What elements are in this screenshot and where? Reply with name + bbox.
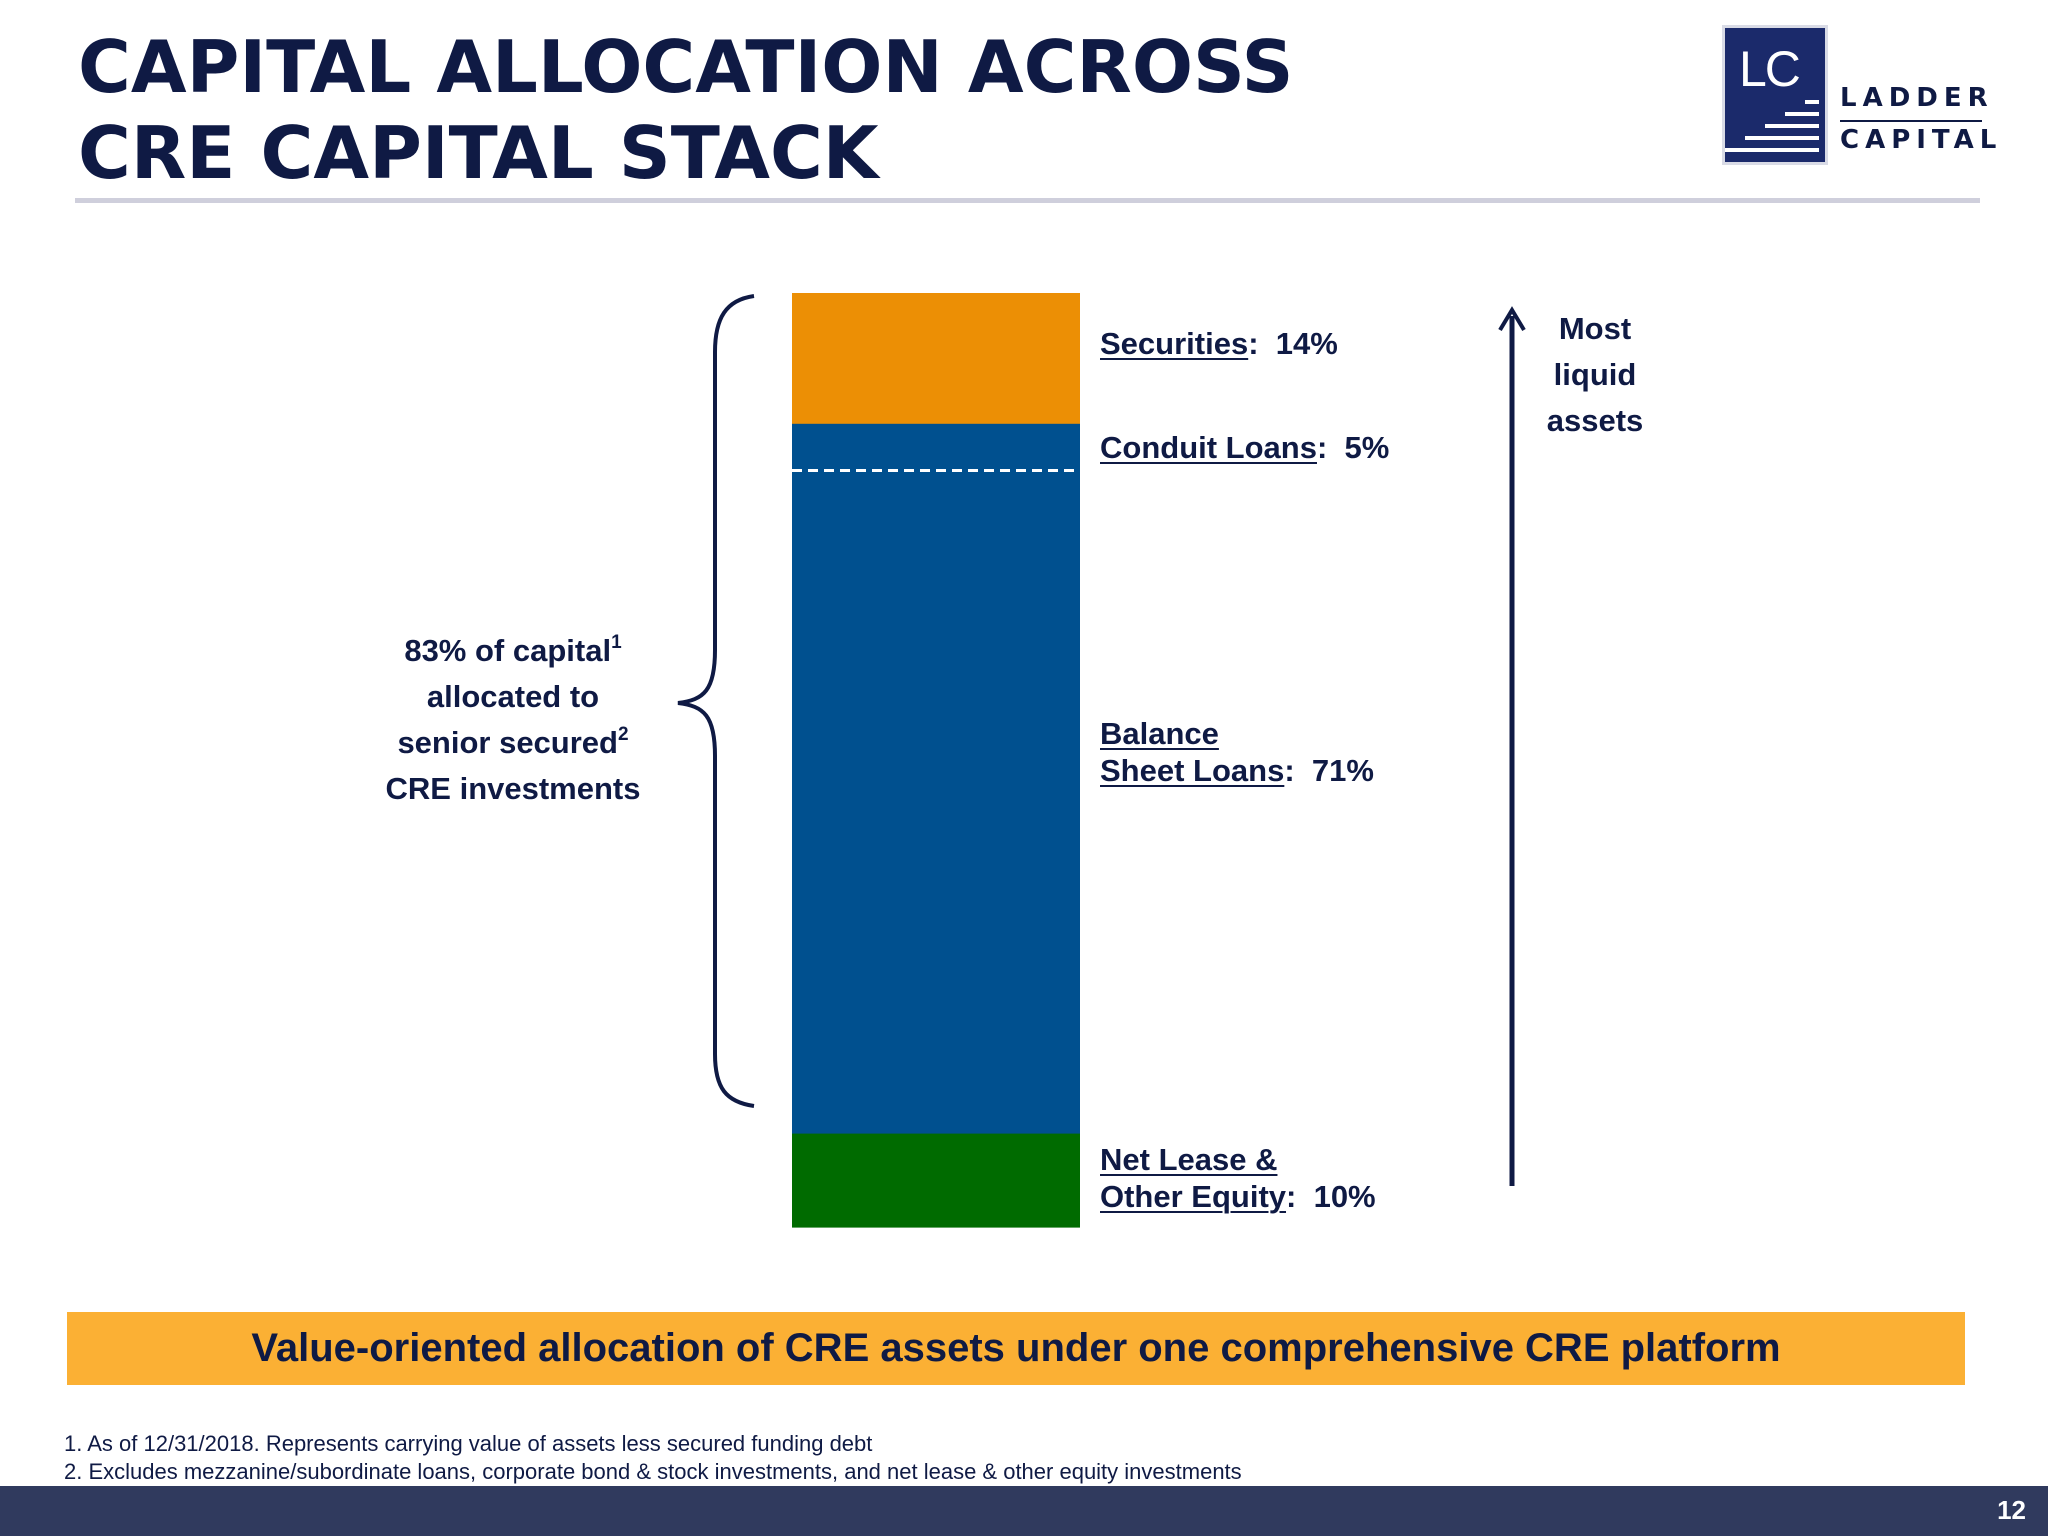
logo-step-1 [1805,100,1819,104]
liquidity-arrow-head [1498,306,1526,332]
logo-step-3 [1765,124,1819,128]
logo-mark: LC [1722,25,1828,165]
balance-sheet-loans-label-name: Balance [1100,716,1219,751]
liquid-label-line-2: liquid [1553,357,1637,392]
net-lease-value: 10% [1313,1179,1376,1214]
logo-mark-text: LC [1739,41,1801,97]
logo-step-5 [1725,148,1819,152]
most-liquid-assets-label: Most liquid assets [1540,306,1650,444]
logo-text-ladder: LADDER [1840,83,1994,113]
logo-step-4 [1745,136,1819,140]
conduit-loans-label-name: Conduit Loans [1100,430,1317,465]
summary-banner: Value-oriented allocation of CRE assets … [67,1312,1965,1385]
footnote-ref-2: 2 [617,724,629,745]
footnote-2: 2. Excludes mezzanine/subordinate loans,… [64,1459,1242,1484]
page-title: CAPITAL ALLOCATION ACROSS CRE CAPITAL ST… [78,25,1294,195]
net-lease-label-name: Net Lease & [1100,1142,1278,1177]
balance-sheet-loans-label-colon: : [1284,753,1312,788]
balance-sheet-loans-value: 71% [1311,753,1374,788]
securities-label-name: Securities [1100,326,1249,361]
securities-label-colon: : [1248,326,1276,361]
annotation-line-2: allocated to [426,679,600,714]
conduit-loans-label-colon: : [1316,430,1345,465]
annotation-line-1: 83% of capital1 [358,628,668,674]
annotation-line-1-text: 83% of capital [404,633,612,668]
footnote-ref-1: 1 [611,632,622,653]
footnotes: 1. As of 12/31/2018. Represents carrying… [64,1430,1242,1486]
balance-sheet-loans-label-name-2: Sheet Loans [1100,753,1285,788]
senior-secured-annotation: 83% of capital1 allocated to senior secu… [358,628,668,812]
logo-text-capital: CAPITAL [1840,125,2003,155]
logo-rule [1840,120,1982,122]
page-number: 12 [1997,1495,2026,1525]
title-divider [75,198,1980,203]
conduit-loans-label: Conduit Loans: 5% [1100,429,1389,466]
footnote-1: 1. As of 12/31/2018. Represents carrying… [64,1431,873,1456]
annotation-line-4: CRE investments [385,771,641,806]
curly-brace [677,294,755,1108]
ladder-capital-logo: LC LADDER CAPITAL [1722,25,1996,167]
balance-sheet-loans-label: Balance Sheet Loans: 71% [1100,715,1374,789]
liquid-label-line-1: Most [1558,311,1632,346]
liquid-label-line-3: assets [1546,403,1644,438]
balance-sheet-loans-segment [792,470,1080,1135]
securities-segment [792,293,1080,425]
net-lease-label: Net Lease & Other Equity: 10% [1100,1141,1376,1215]
conduit-loans-segment [792,423,1080,472]
net-lease-segment [792,1133,1080,1228]
net-lease-label-name-2: Other Equity [1100,1179,1287,1214]
logo-step-2 [1785,112,1819,116]
securities-value: 14% [1275,326,1338,361]
summary-banner-text: Value-oriented allocation of CRE assets … [251,1326,1781,1370]
annotation-line-3-text: senior secured [397,725,618,760]
net-lease-label-colon: : [1286,1179,1314,1214]
annotation-line-3: senior secured2 [358,720,668,766]
conduit-loans-value: 5% [1344,430,1390,465]
footer-bar: 12 [0,1486,2048,1536]
securities-label: Securities: 14% [1100,325,1338,362]
